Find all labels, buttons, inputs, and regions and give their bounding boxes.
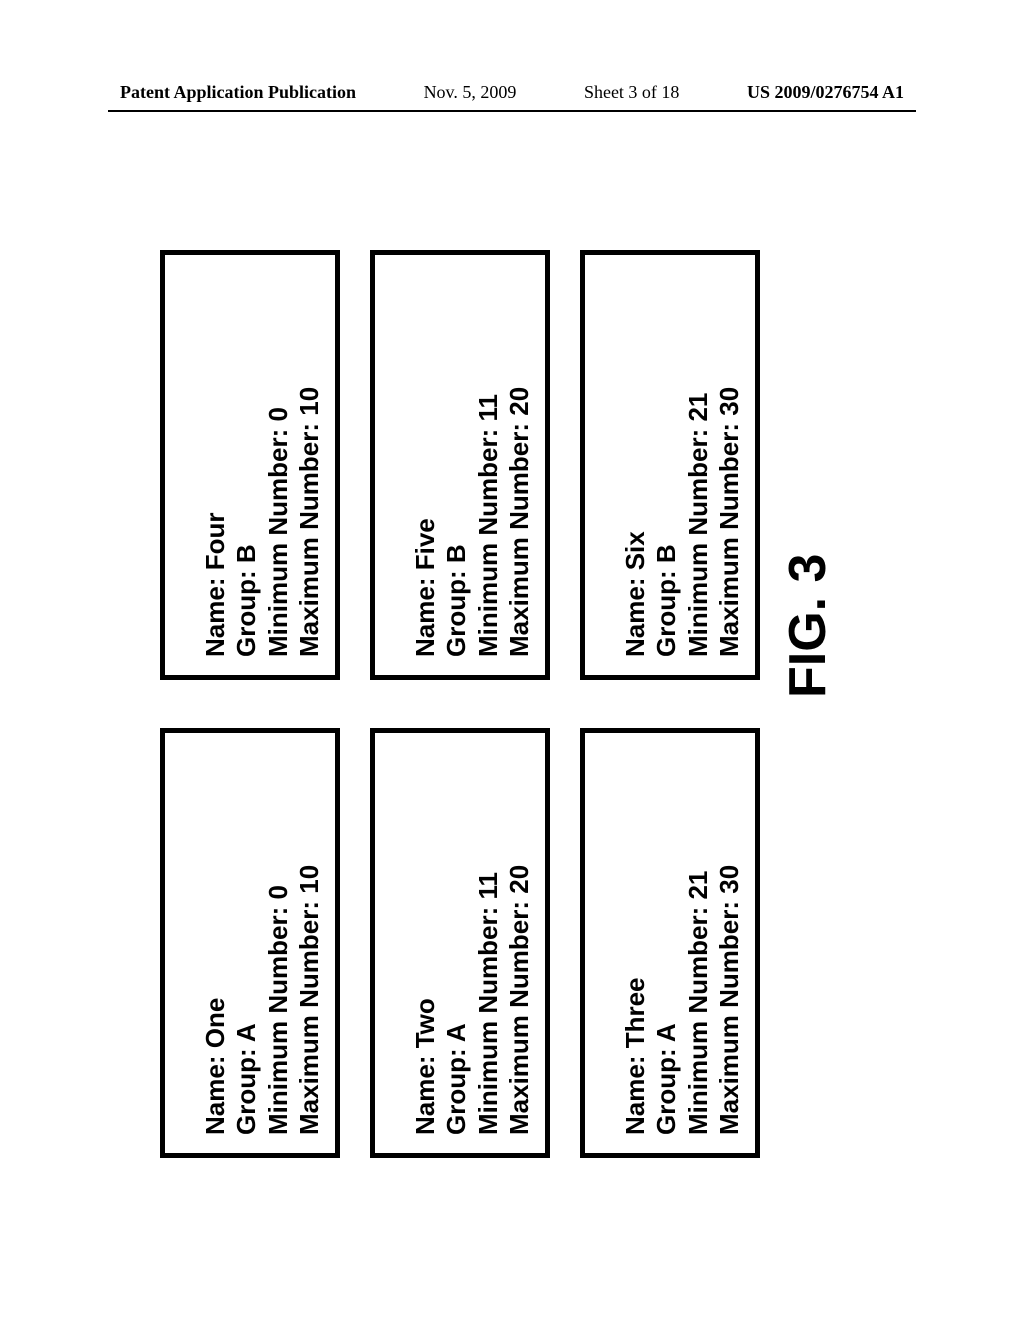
cell-group-line: Group: B: [651, 273, 682, 657]
figure-3: Name: One Group: A Minimum Number: 0 Max…: [150, 178, 874, 1178]
cell-max-line: Maximum Number: 20: [504, 273, 535, 657]
cell-four: Name: Four Group: B Minimum Number: 0 Ma…: [160, 250, 340, 680]
name-value: Two: [410, 998, 440, 1048]
group-value: A: [231, 1023, 261, 1042]
min-value: 11: [473, 872, 503, 900]
max-label: Maximum Number:: [294, 901, 324, 1135]
max-label: Maximum Number:: [504, 423, 534, 657]
cell-five: Name: Five Group: B Minimum Number: 11 M…: [370, 250, 550, 680]
min-value: 0: [263, 885, 293, 899]
publication-label: Patent Application Publication: [120, 82, 356, 103]
header-rule: [108, 110, 916, 112]
name-value: Five: [410, 518, 440, 570]
group-value: B: [231, 544, 261, 563]
cell-min-line: Minimum Number: 21: [683, 273, 714, 657]
min-label: Minimum Number:: [683, 429, 713, 657]
min-value: 21: [683, 393, 713, 422]
cell-name-line: Name: Five: [410, 273, 441, 657]
cell-group-line: Group: A: [651, 751, 682, 1135]
cell-min-line: Minimum Number: 0: [263, 273, 294, 657]
cell-name-line: Name: One: [200, 751, 231, 1135]
group-label: Group:: [231, 1048, 261, 1135]
max-value: 10: [294, 387, 324, 416]
cell-max-line: Maximum Number: 10: [294, 751, 325, 1135]
page-header: Patent Application Publication Nov. 5, 2…: [0, 82, 1024, 103]
cell-name-line: Name: Three: [620, 751, 651, 1135]
group-label: Group:: [231, 570, 261, 657]
group-value: A: [651, 1023, 681, 1042]
name-label: Name:: [620, 1056, 650, 1135]
max-label: Maximum Number:: [504, 901, 534, 1135]
max-value: 20: [504, 387, 534, 416]
max-value: 10: [294, 865, 324, 894]
cell-name-line: Name: Six: [620, 273, 651, 657]
cells-grid: Name: One Group: A Minimum Number: 0 Max…: [150, 178, 760, 1178]
name-label: Name:: [200, 578, 230, 657]
publication-date: Nov. 5, 2009: [424, 82, 517, 103]
max-value: 30: [714, 865, 744, 894]
name-value: One: [200, 998, 230, 1049]
name-value: Six: [620, 531, 650, 570]
cell-one: Name: One Group: A Minimum Number: 0 Max…: [160, 728, 340, 1158]
min-value: 0: [263, 407, 293, 421]
group-label: Group:: [651, 1048, 681, 1135]
cell-min-line: Minimum Number: 11: [473, 273, 504, 657]
name-label: Name:: [410, 578, 440, 657]
min-label: Minimum Number:: [683, 907, 713, 1135]
group-value: A: [441, 1023, 471, 1042]
cell-two: Name: Two Group: A Minimum Number: 11 Ma…: [370, 728, 550, 1158]
cell-group-line: Group: B: [231, 273, 262, 657]
min-value: 11: [473, 394, 503, 422]
min-label: Minimum Number:: [473, 429, 503, 657]
name-label: Name:: [620, 578, 650, 657]
name-label: Name:: [410, 1056, 440, 1135]
publication-number: US 2009/0276754 A1: [747, 82, 904, 103]
cell-max-line: Maximum Number: 20: [504, 751, 535, 1135]
name-value: Four: [200, 513, 230, 571]
name-value: Three: [620, 977, 650, 1048]
min-value: 21: [683, 871, 713, 900]
cell-max-line: Maximum Number: 30: [714, 751, 745, 1135]
min-label: Minimum Number:: [263, 907, 293, 1135]
max-label: Maximum Number:: [714, 423, 744, 657]
cell-three: Name: Three Group: A Minimum Number: 21 …: [580, 728, 760, 1158]
max-label: Maximum Number:: [714, 901, 744, 1135]
figure-label: FIG. 3: [778, 554, 838, 698]
cell-max-line: Maximum Number: 30: [714, 273, 745, 657]
sheet-number: Sheet 3 of 18: [584, 82, 679, 103]
group-value: B: [441, 544, 471, 563]
cell-group-line: Group: A: [231, 751, 262, 1135]
group-label: Group:: [441, 1048, 471, 1135]
cell-name-line: Name: Two: [410, 751, 441, 1135]
group-label: Group:: [441, 570, 471, 657]
cell-min-line: Minimum Number: 0: [263, 751, 294, 1135]
group-label: Group:: [651, 570, 681, 657]
group-value: B: [651, 544, 681, 563]
cell-min-line: Minimum Number: 21: [683, 751, 714, 1135]
cell-name-line: Name: Four: [200, 273, 231, 657]
name-label: Name:: [200, 1056, 230, 1135]
min-label: Minimum Number:: [473, 907, 503, 1135]
max-value: 20: [504, 865, 534, 894]
max-label: Maximum Number:: [294, 423, 324, 657]
max-value: 30: [714, 387, 744, 416]
cell-max-line: Maximum Number: 10: [294, 273, 325, 657]
cell-group-line: Group: B: [441, 273, 472, 657]
min-label: Minimum Number:: [263, 429, 293, 657]
cell-group-line: Group: A: [441, 751, 472, 1135]
cell-six: Name: Six Group: B Minimum Number: 21 Ma…: [580, 250, 760, 680]
cell-min-line: Minimum Number: 11: [473, 751, 504, 1135]
figure-rotated-wrapper: Name: One Group: A Minimum Number: 0 Max…: [150, 178, 874, 1178]
